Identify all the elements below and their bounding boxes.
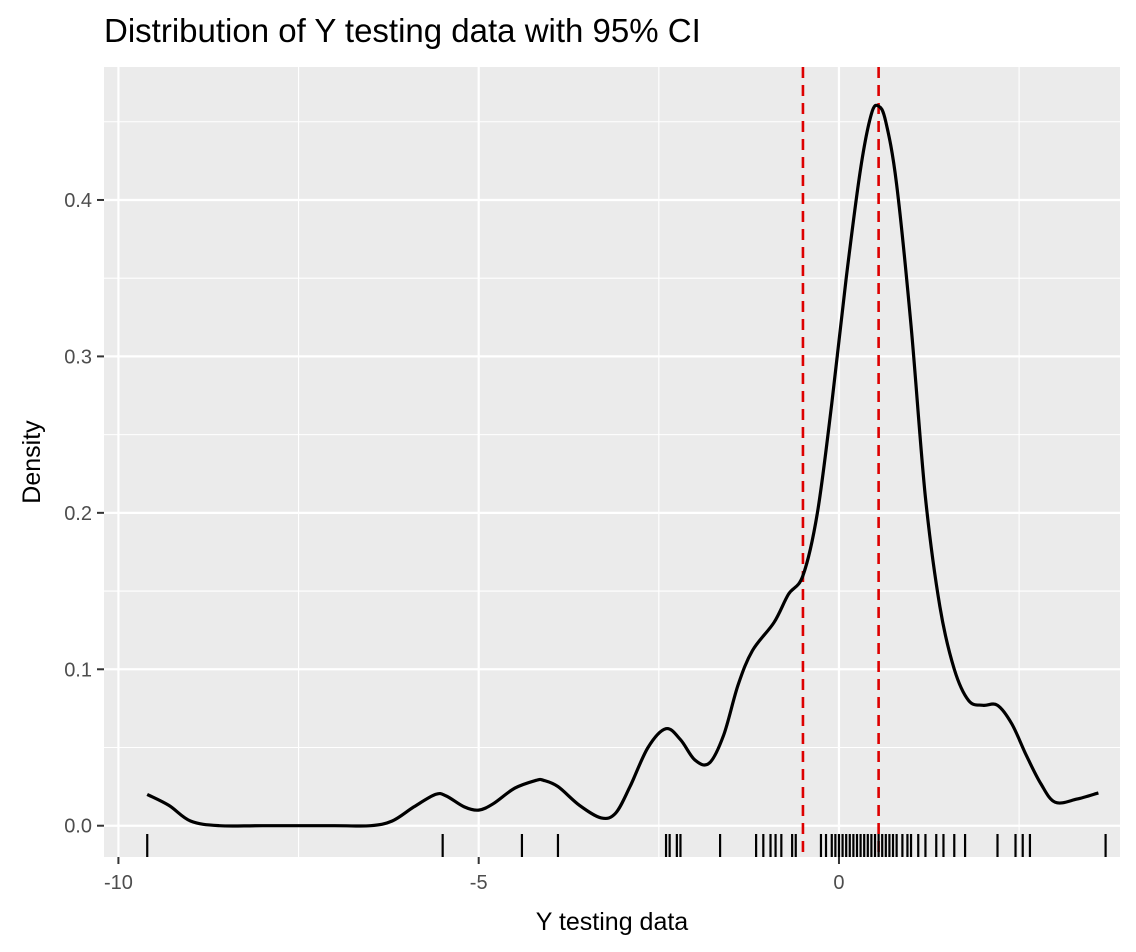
y-tick-label: 0.2 [64, 503, 92, 525]
chart-title: Distribution of Y testing data with 95% … [104, 12, 701, 49]
rug-marks [146, 834, 1107, 857]
y-tick-label: 0.1 [64, 659, 92, 681]
minor-gridlines [104, 67, 1120, 857]
y-tick-label: 0.4 [64, 190, 92, 212]
x-tick-label: -5 [470, 872, 488, 894]
plot-panel [104, 67, 1120, 857]
confidence-interval-lines [801, 67, 880, 857]
density-curve [146, 103, 1099, 828]
y-axis-title: Density [18, 420, 46, 504]
x-tick-label: -10 [104, 872, 133, 894]
y-axis: 0.0 0.1 0.2 0.3 0.4 [64, 190, 104, 838]
y-tick-label: 0.3 [64, 346, 92, 368]
x-axis-title: Y testing data [536, 908, 689, 936]
x-axis: -10 -5 0 [104, 857, 845, 894]
major-gridlines [104, 67, 1120, 857]
y-tick-label: 0.0 [64, 816, 92, 838]
x-tick-label: 0 [833, 872, 844, 894]
